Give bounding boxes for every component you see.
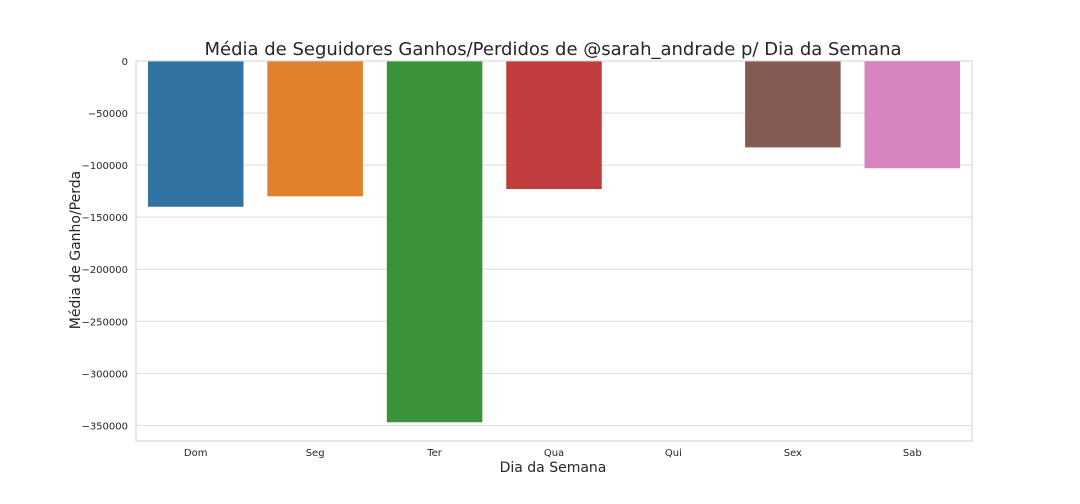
- x-tick-label: Dom: [184, 448, 208, 459]
- y-tick-label: −350000: [81, 421, 128, 432]
- y-tick-label: −100000: [81, 161, 128, 172]
- bar-dom: [147, 61, 244, 207]
- y-tick-label: 0: [122, 57, 128, 68]
- bar-sex: [745, 61, 841, 148]
- x-tick-label: Sex: [784, 448, 802, 459]
- chart-title: Média de Seguidores Ganhos/Perdidos de @…: [204, 39, 901, 60]
- y-tick-label: −50000: [88, 109, 128, 120]
- x-axis-ticks: Dom Seg Ter Qua Qui Sex Sab: [184, 448, 922, 459]
- plot-frame: [135, 60, 973, 442]
- x-tick-label: Qua: [544, 448, 564, 459]
- bar-seg: [267, 61, 363, 197]
- y-tick-label: −150000: [81, 213, 128, 224]
- y-axis-label: Média de Ganho/Perda: [68, 171, 84, 329]
- y-tick-label: −200000: [81, 265, 128, 276]
- bar-qua: [506, 61, 602, 190]
- bar-sab: [864, 61, 961, 169]
- x-axis-label: Dia da Semana: [500, 460, 607, 476]
- y-tick-label: −300000: [81, 369, 128, 380]
- x-tick-label: Qui: [665, 448, 682, 459]
- x-tick-label: Sab: [903, 448, 922, 459]
- bar-ter: [386, 61, 483, 423]
- bars: [147, 61, 961, 423]
- y-axis-ticks: 0 −50000 −100000 −150000 −200000 −250000 −3000…: [81, 57, 128, 432]
- y-tick-label: −250000: [81, 317, 128, 328]
- x-tick-label: Seg: [306, 448, 325, 459]
- x-tick-label: Ter: [426, 448, 443, 459]
